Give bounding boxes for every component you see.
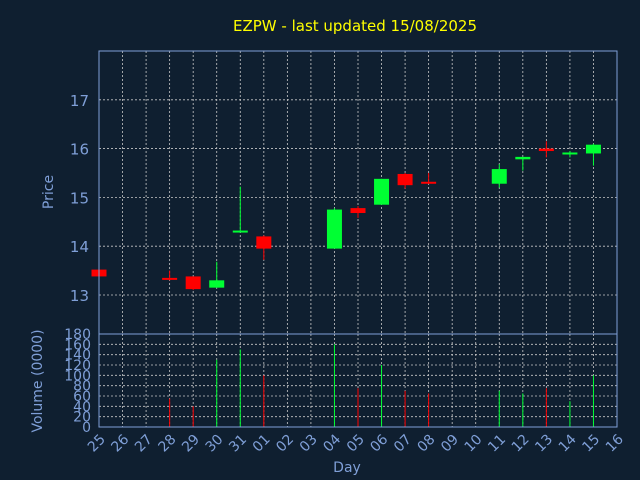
candle: [256, 235, 272, 260]
x-tick-label: 09: [438, 432, 462, 456]
volume-tick-label: 40: [73, 399, 91, 415]
candle: [397, 172, 413, 189]
candle-body: [421, 181, 437, 184]
grid-layer: [98, 51, 618, 428]
candle-body: [491, 169, 507, 184]
x-tick-label: 04: [320, 431, 344, 455]
x-tick-label: 28: [156, 432, 180, 456]
x-tick-label: 08: [415, 432, 439, 456]
price-tick-label: 14: [70, 238, 89, 256]
x-tick-label: 16: [603, 431, 627, 455]
x-tick-label: 12: [509, 432, 533, 456]
x-axis-label: Day: [333, 460, 361, 476]
volume-tick-label: 60: [73, 389, 91, 405]
candle: [585, 143, 601, 166]
volume-axis-label: Volume (0000): [30, 329, 46, 432]
x-tick-label: 27: [132, 432, 156, 456]
candle: [421, 172, 437, 184]
x-tick-label: 01: [250, 432, 274, 456]
volume-panel-frame: [98, 333, 618, 428]
volume-tick-label: 160: [64, 337, 91, 353]
candle-body: [162, 277, 178, 280]
frame-layer: [98, 50, 618, 428]
candle-body: [585, 144, 601, 154]
volume-tick-label: 80: [73, 379, 91, 395]
x-tick-label: 15: [579, 432, 603, 456]
candle: [562, 151, 578, 158]
x-tick-label: 02: [273, 432, 297, 456]
candle: [374, 178, 390, 205]
x-tick-label: 05: [344, 432, 368, 456]
candle: [232, 186, 248, 233]
x-tick-label: 07: [391, 432, 415, 456]
volume-tick-label: 180: [64, 327, 91, 343]
price-tick-label: 15: [70, 189, 89, 207]
candle: [209, 261, 225, 288]
x-tick-label: 03: [297, 432, 321, 456]
volume-tick-label: 120: [64, 358, 91, 374]
chart-title: EZPW - last updated 15/08/2025: [233, 17, 477, 35]
price-axis-label: Price: [41, 175, 57, 209]
candle: [185, 276, 201, 291]
volume-tick-label: 100: [64, 368, 91, 384]
candle-body: [185, 276, 201, 290]
volume-tick-label: 0: [82, 420, 91, 436]
candle: [326, 208, 342, 249]
x-tick-label: 14: [556, 431, 580, 455]
x-tick-label: 11: [485, 432, 509, 456]
candle: [162, 270, 178, 281]
candles-layer: [91, 141, 601, 291]
candle-body: [562, 152, 578, 155]
candle-body: [232, 230, 248, 233]
candle-body: [515, 156, 531, 160]
candle-body: [538, 148, 554, 152]
candle: [491, 164, 507, 188]
candle: [538, 141, 554, 158]
x-tick-label: 29: [179, 432, 203, 456]
candle-body: [209, 280, 225, 288]
candle-body: [350, 208, 366, 213]
candle-body: [326, 209, 342, 249]
x-tick-label: 30: [203, 432, 227, 456]
x-tick-label: 13: [532, 432, 556, 456]
price-tick-label: 13: [70, 287, 89, 305]
x-tick-label: 06: [367, 431, 391, 455]
candle-body: [374, 178, 390, 205]
volume-layer: [169, 344, 594, 427]
volume-tick-label: 20: [73, 410, 91, 426]
x-tick-label: 26: [108, 431, 132, 455]
x-tick-label: 31: [226, 432, 250, 456]
candle-body: [397, 173, 413, 186]
candle: [350, 206, 366, 218]
candle-body: [256, 236, 272, 249]
candle: [515, 156, 531, 171]
price-tick-label: 17: [70, 92, 89, 110]
price-tick-label: 16: [70, 141, 89, 159]
x-tick-label: 10: [462, 432, 486, 456]
volume-tick-label: 140: [64, 348, 91, 364]
